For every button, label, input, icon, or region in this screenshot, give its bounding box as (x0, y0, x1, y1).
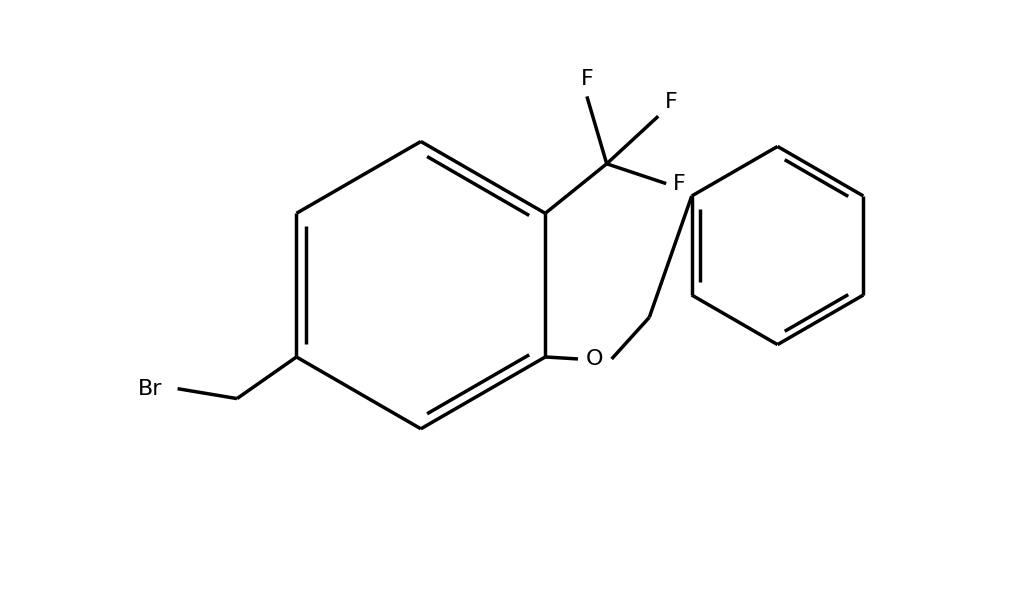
Text: Br: Br (138, 379, 162, 398)
Text: F: F (673, 173, 686, 194)
Text: O: O (586, 349, 603, 369)
Text: F: F (581, 70, 593, 89)
Text: F: F (665, 92, 677, 112)
